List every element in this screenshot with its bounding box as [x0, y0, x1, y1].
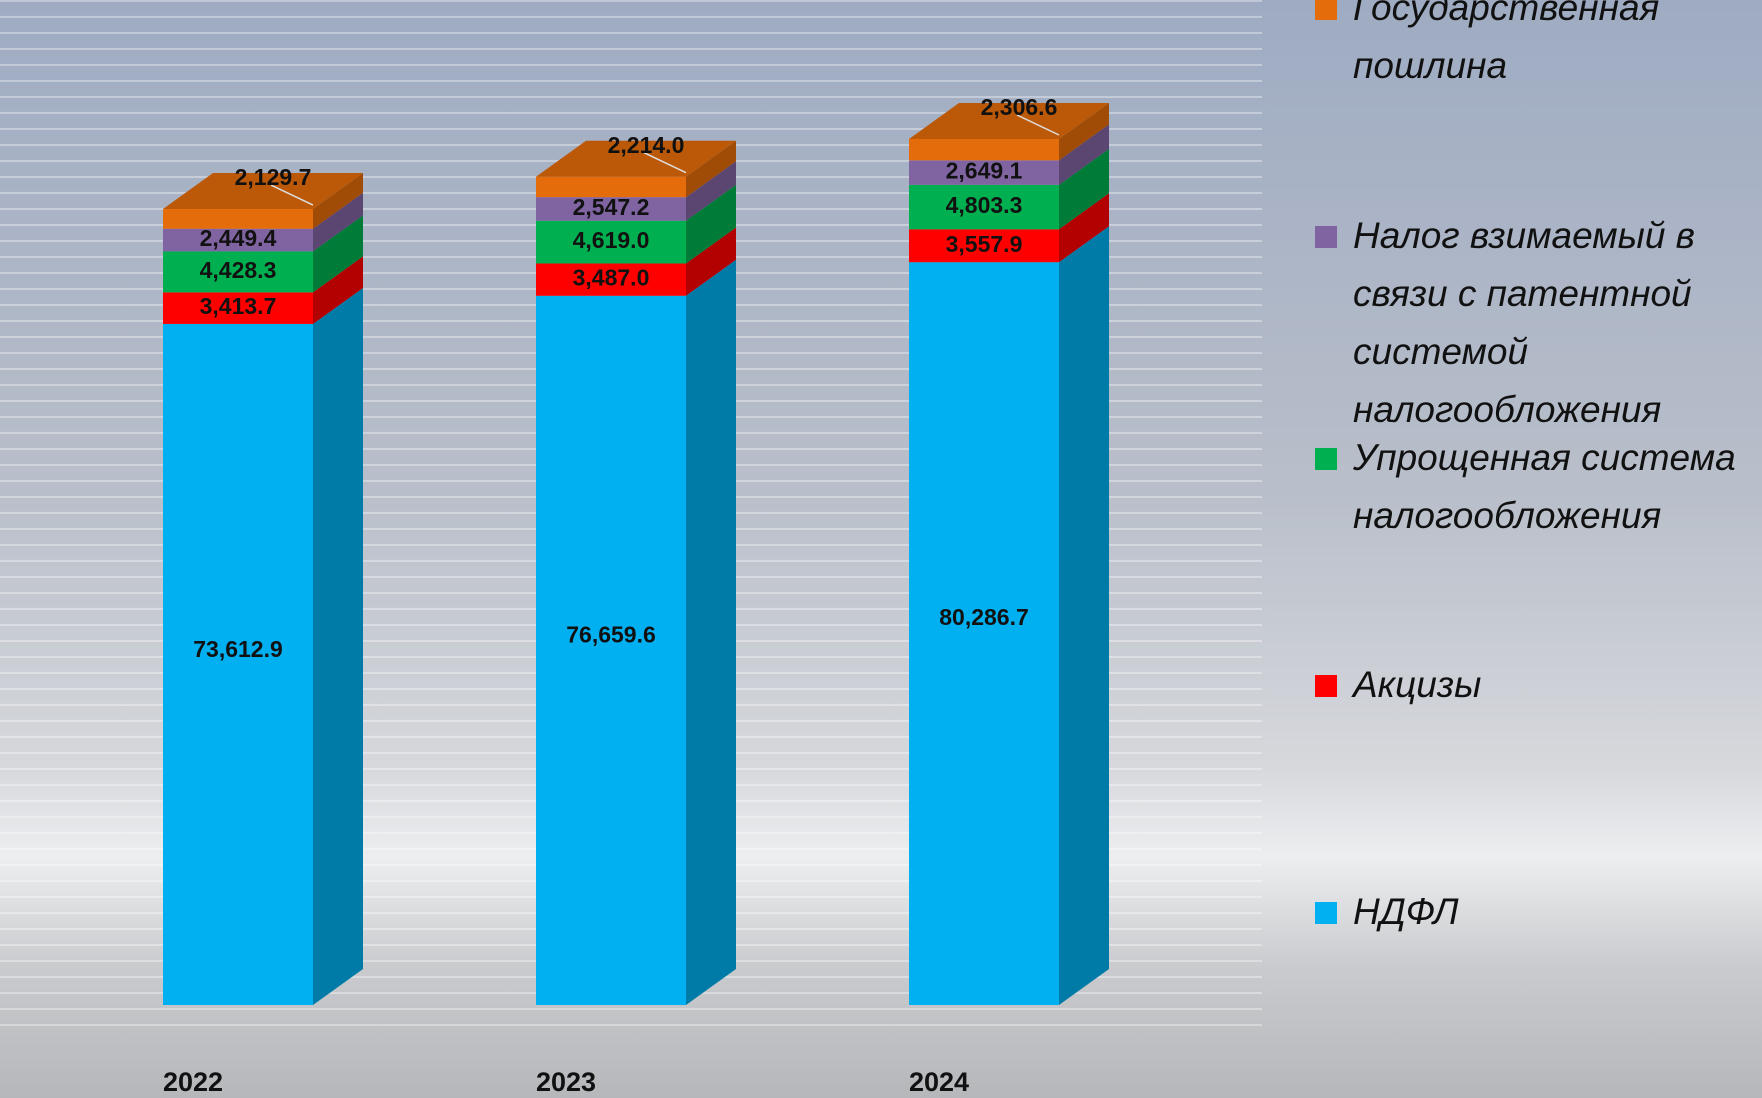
bar-side: [313, 173, 363, 229]
bar-side: [1059, 148, 1109, 230]
data-label: 80,286.7: [939, 604, 1029, 630]
data-label: 2,129.7: [235, 164, 312, 190]
bar-front: [163, 323, 313, 1005]
legend-item: Налог взимаемый в связи с патентной сист…: [1315, 207, 1755, 439]
data-label: 2,449.4: [200, 225, 277, 251]
legend-item: Государственная пошлина: [1315, 0, 1755, 95]
legend-swatch: [1315, 902, 1337, 924]
bar-side: [1059, 124, 1109, 185]
legend-label: Налог взимаемый в связи с патентной сист…: [1353, 215, 1695, 430]
bar-side: [313, 215, 363, 293]
bar-side: [686, 184, 736, 264]
data-label: 76,659.6: [566, 621, 656, 647]
data-label: 4,803.3: [946, 192, 1023, 218]
bar-side: [686, 259, 736, 1005]
bar-segment: [536, 227, 736, 296]
bar-side: [686, 140, 736, 198]
bar-front: [163, 292, 313, 324]
bar-side: [313, 256, 363, 324]
bar-segment: [163, 287, 363, 1005]
bar-side: [1059, 226, 1109, 1005]
data-label: 4,619.0: [573, 227, 650, 253]
bar-segment: [909, 226, 1109, 1005]
bar-front: [536, 263, 686, 296]
bar-front: [909, 229, 1059, 263]
x-tick-label: 2024: [909, 1067, 969, 1097]
legend-swatch: [1315, 0, 1337, 20]
bar-segment: [909, 124, 1109, 185]
bar-side: [313, 287, 363, 1005]
bar-front: [909, 160, 1059, 185]
bar-front: [163, 228, 313, 252]
legend-label: НДФЛ: [1353, 891, 1459, 932]
data-label: 3,413.7: [200, 293, 277, 319]
bar-segment: [909, 193, 1109, 263]
x-tick-label: 2023: [536, 1067, 596, 1097]
leader-line: [270, 184, 314, 206]
bar-segment: [163, 192, 363, 252]
bar-top: [536, 140, 736, 177]
legend-swatch: [1315, 226, 1337, 248]
data-label: 73,612.9: [193, 636, 283, 662]
bar-side: [313, 192, 363, 252]
bar-front: [536, 220, 686, 264]
legend-swatch: [1315, 448, 1337, 470]
legend-item: Акцизы: [1315, 656, 1755, 714]
bar-segment: [909, 103, 1109, 161]
bar-top: [909, 103, 1109, 139]
data-label: 4,428.3: [200, 257, 277, 283]
data-label: 3,487.0: [573, 265, 650, 291]
leader-line: [643, 152, 687, 174]
bar-segment: [536, 140, 736, 198]
bar-segment: [163, 215, 363, 293]
legend-swatch: [1315, 675, 1337, 697]
bar-front: [909, 184, 1059, 230]
legend-item: НДФЛ: [1315, 883, 1755, 941]
data-label: 2,306.6: [981, 94, 1058, 120]
bar-front: [536, 295, 686, 1005]
bar-side: [686, 227, 736, 296]
bar-segment: [163, 173, 363, 229]
legend-label: Упрощенная система налогообложения: [1353, 437, 1736, 536]
data-label: 2,214.0: [608, 132, 685, 158]
bar-segment: [909, 148, 1109, 230]
data-label: 3,557.9: [946, 231, 1023, 257]
bar-front: [909, 262, 1059, 1005]
bar-front: [909, 139, 1059, 161]
x-tick-label: 2022: [163, 1067, 223, 1097]
bar-segment: [536, 259, 736, 1005]
bar-segment: [536, 161, 736, 221]
bar-side: [686, 161, 736, 221]
bar-front: [536, 176, 686, 198]
bar-front: [163, 251, 313, 293]
bar-front: [536, 197, 686, 221]
bar-segment: [163, 256, 363, 324]
bar-top: [163, 173, 363, 210]
leader-line: [1016, 114, 1060, 136]
bar-side: [1059, 103, 1109, 161]
legend-item: Упрощенная система налогообложения: [1315, 429, 1755, 545]
data-label: 2,547.2: [573, 194, 650, 220]
bar-side: [1059, 193, 1109, 263]
bar-front: [163, 209, 313, 229]
bar-segment: [536, 184, 736, 264]
data-label: 2,649.1: [946, 158, 1023, 184]
legend-label: Акцизы: [1353, 664, 1482, 705]
legend-label: Государственная пошлина: [1353, 0, 1660, 86]
